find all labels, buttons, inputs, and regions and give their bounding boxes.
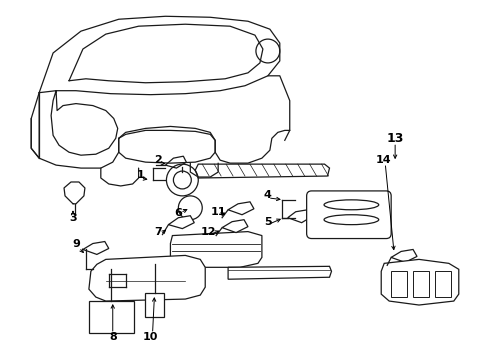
Text: 8: 8	[109, 332, 117, 342]
Polygon shape	[227, 266, 331, 279]
Polygon shape	[390, 249, 416, 262]
Text: 4: 4	[264, 190, 271, 200]
Text: 12: 12	[200, 226, 216, 237]
Polygon shape	[287, 210, 311, 223]
Polygon shape	[222, 220, 247, 233]
FancyBboxPatch shape	[306, 191, 390, 239]
Text: 14: 14	[375, 155, 390, 165]
Bar	[390, 271, 406, 297]
Text: 10: 10	[142, 332, 158, 342]
Text: 11: 11	[210, 207, 225, 217]
Polygon shape	[381, 260, 458, 305]
Polygon shape	[168, 216, 194, 229]
Text: 5: 5	[264, 217, 271, 227]
Bar	[144, 293, 164, 317]
Polygon shape	[227, 202, 253, 215]
Polygon shape	[89, 255, 205, 301]
Polygon shape	[165, 156, 186, 168]
Text: 7: 7	[154, 226, 162, 237]
Polygon shape	[83, 242, 108, 255]
Bar	[89, 301, 133, 333]
Text: 6: 6	[174, 208, 182, 218]
Bar	[434, 271, 450, 297]
Polygon shape	[170, 231, 262, 267]
Text: 1: 1	[137, 170, 144, 180]
Text: 13: 13	[386, 132, 403, 145]
Text: 2: 2	[154, 155, 162, 165]
Text: 9: 9	[72, 239, 80, 249]
Bar	[412, 271, 428, 297]
Text: 3: 3	[69, 213, 77, 223]
Polygon shape	[195, 164, 329, 178]
